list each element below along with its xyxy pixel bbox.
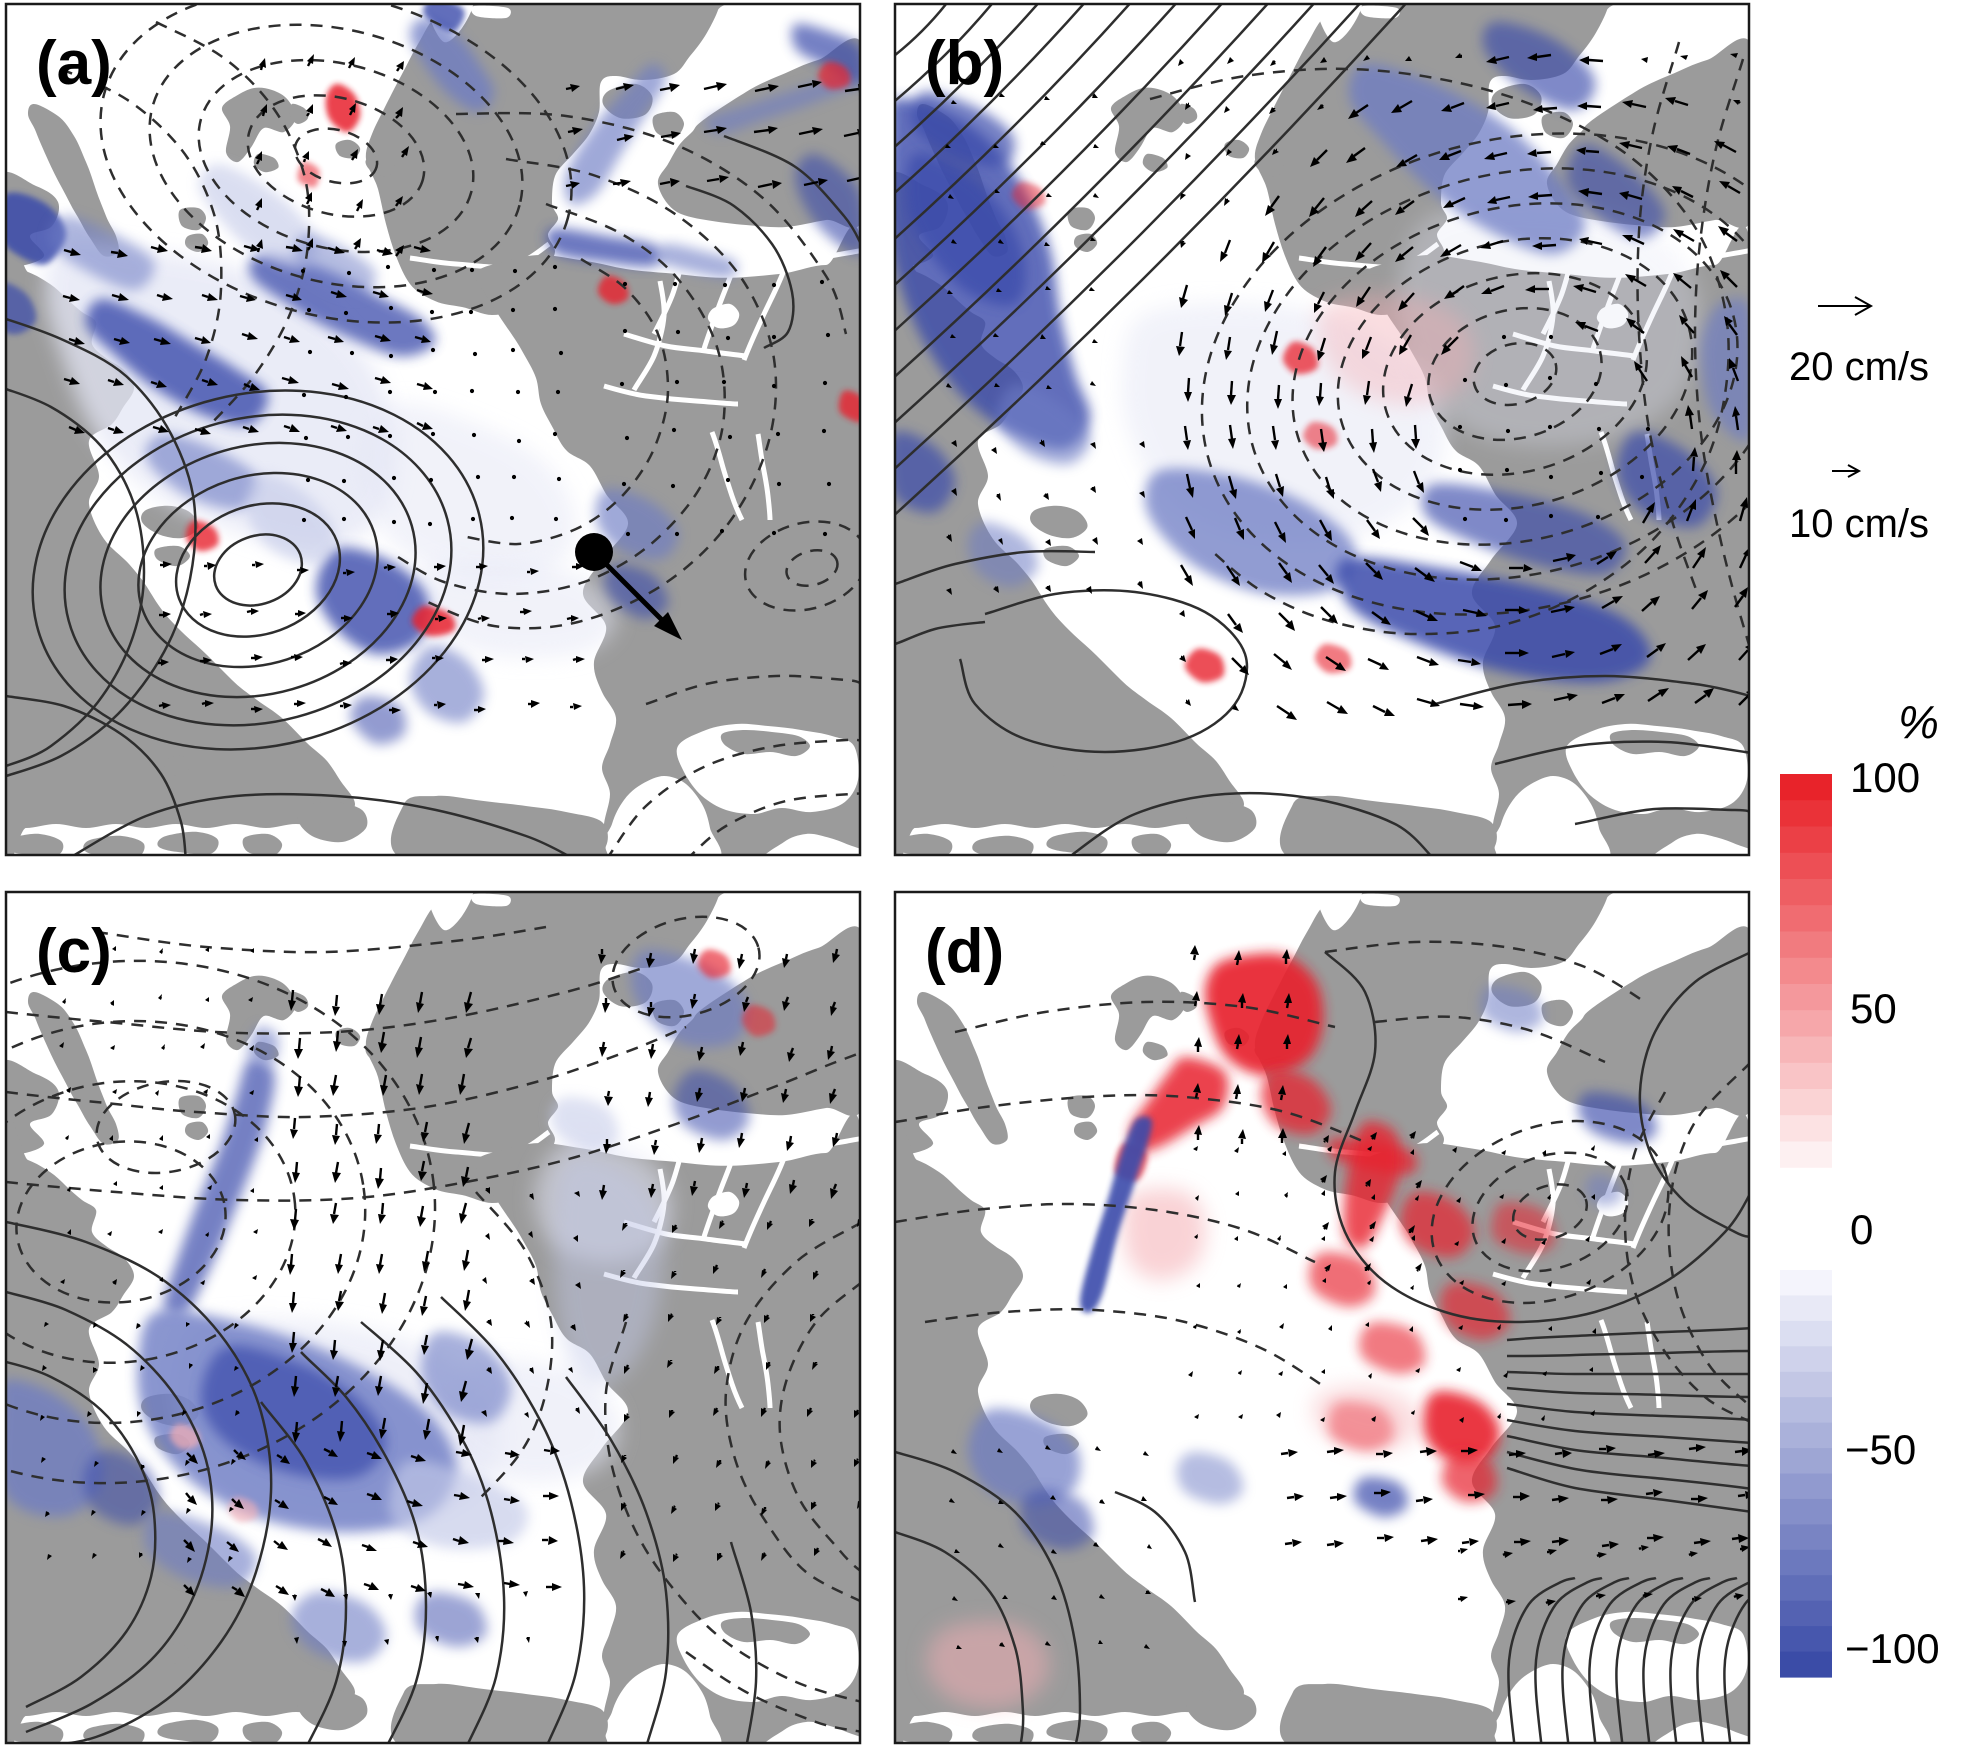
svg-text:50: 50 (1850, 985, 1897, 1032)
svg-text:10 cm/s: 10 cm/s (1789, 502, 1929, 546)
svg-text:20 cm/s: 20 cm/s (1789, 345, 1929, 389)
svg-text:−100: −100 (1845, 1625, 1940, 1672)
svg-text:−50: −50 (1845, 1426, 1916, 1473)
svg-text:100: 100 (1850, 754, 1920, 801)
svg-text:(b): (b) (925, 29, 1004, 98)
svg-text:0: 0 (1850, 1206, 1873, 1253)
svg-text:(a): (a) (36, 29, 112, 98)
svg-text:%: % (1898, 696, 1939, 748)
svg-text:(d): (d) (925, 917, 1004, 986)
svg-text:(c): (c) (36, 917, 112, 986)
